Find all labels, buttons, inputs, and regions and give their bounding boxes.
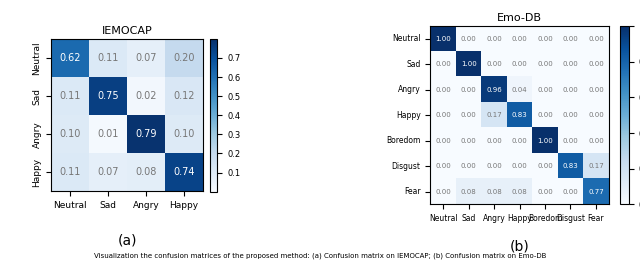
Text: 0.00: 0.00 (511, 36, 527, 42)
Text: 0.10: 0.10 (173, 129, 195, 139)
Text: 0.00: 0.00 (537, 61, 553, 67)
Text: 0.00: 0.00 (588, 61, 604, 67)
Text: 0.00: 0.00 (435, 87, 451, 93)
Text: 0.00: 0.00 (486, 36, 502, 42)
Text: 0.00: 0.00 (486, 163, 502, 169)
Text: 0.01: 0.01 (97, 129, 119, 139)
Text: 0.11: 0.11 (97, 53, 119, 63)
Text: (a): (a) (117, 234, 137, 248)
Text: Visualization the confusion matrices of the proposed method: (a) Confusion matri: Visualization the confusion matrices of … (94, 253, 546, 259)
Text: 0.00: 0.00 (588, 112, 604, 118)
Text: 1.00: 1.00 (435, 36, 451, 42)
Text: 0.00: 0.00 (537, 189, 553, 195)
Text: 0.00: 0.00 (563, 36, 579, 42)
Text: 0.00: 0.00 (486, 138, 502, 144)
Text: 0.00: 0.00 (435, 61, 451, 67)
Text: 0.07: 0.07 (97, 167, 119, 177)
Text: 0.08: 0.08 (486, 189, 502, 195)
Text: 0.00: 0.00 (563, 138, 579, 144)
Text: 0.00: 0.00 (435, 189, 451, 195)
Text: 0.20: 0.20 (173, 53, 195, 63)
Text: 0.00: 0.00 (461, 163, 477, 169)
Text: 0.17: 0.17 (588, 163, 604, 169)
Text: 0.00: 0.00 (435, 163, 451, 169)
Text: 0.00: 0.00 (537, 87, 553, 93)
Title: IEMOCAP: IEMOCAP (102, 26, 152, 36)
Text: 0.11: 0.11 (60, 167, 81, 177)
Text: 0.00: 0.00 (563, 112, 579, 118)
Text: 0.10: 0.10 (60, 129, 81, 139)
Text: 0.00: 0.00 (511, 61, 527, 67)
Text: 0.62: 0.62 (60, 53, 81, 63)
Text: 0.96: 0.96 (486, 87, 502, 93)
Text: 0.00: 0.00 (461, 36, 477, 42)
Text: 0.00: 0.00 (435, 138, 451, 144)
Text: 0.08: 0.08 (136, 167, 157, 177)
Text: 0.00: 0.00 (563, 61, 579, 67)
Text: 0.08: 0.08 (511, 189, 527, 195)
Text: 0.77: 0.77 (588, 189, 604, 195)
Text: 0.00: 0.00 (461, 87, 477, 93)
Text: 0.75: 0.75 (97, 91, 119, 101)
Text: 0.79: 0.79 (135, 129, 157, 139)
Text: 0.00: 0.00 (588, 36, 604, 42)
Text: (b): (b) (509, 240, 529, 254)
Text: 0.74: 0.74 (173, 167, 195, 177)
Text: 0.00: 0.00 (588, 87, 604, 93)
Text: 0.02: 0.02 (135, 91, 157, 101)
Text: 0.00: 0.00 (486, 61, 502, 67)
Text: 0.00: 0.00 (435, 112, 451, 118)
Text: 0.07: 0.07 (135, 53, 157, 63)
Title: Emo-DB: Emo-DB (497, 13, 542, 23)
Text: 0.17: 0.17 (486, 112, 502, 118)
Text: 0.08: 0.08 (461, 189, 477, 195)
Text: 0.00: 0.00 (537, 163, 553, 169)
Text: 0.00: 0.00 (563, 87, 579, 93)
Text: 1.00: 1.00 (461, 61, 477, 67)
Text: 0.04: 0.04 (512, 87, 527, 93)
Text: 0.00: 0.00 (588, 138, 604, 144)
Text: 1.00: 1.00 (537, 138, 553, 144)
Text: 0.00: 0.00 (563, 189, 579, 195)
Text: 0.83: 0.83 (511, 112, 527, 118)
Text: 0.83: 0.83 (563, 163, 579, 169)
Text: 0.00: 0.00 (461, 138, 477, 144)
Text: 0.00: 0.00 (511, 163, 527, 169)
Text: 0.12: 0.12 (173, 91, 195, 101)
Text: 0.11: 0.11 (60, 91, 81, 101)
Text: 0.00: 0.00 (537, 36, 553, 42)
Text: 0.00: 0.00 (537, 112, 553, 118)
Text: 0.00: 0.00 (511, 138, 527, 144)
Text: 0.00: 0.00 (461, 112, 477, 118)
